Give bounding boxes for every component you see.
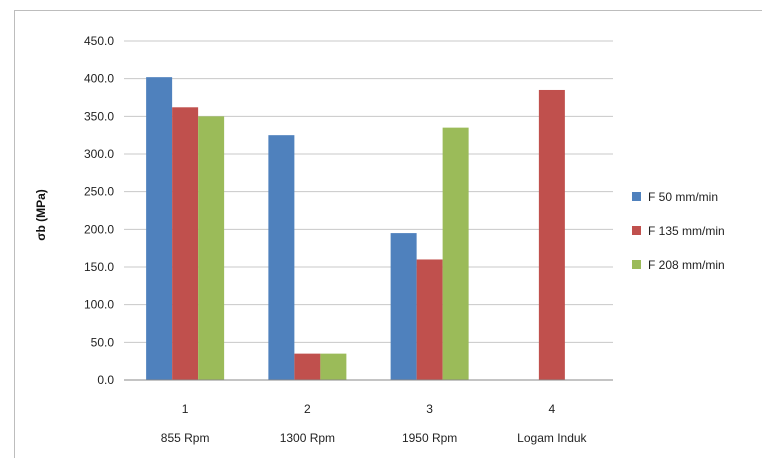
y-tick-label: 50.0 (91, 335, 115, 349)
x-tick-label: 4 (549, 402, 556, 416)
y-tick-label: 250.0 (84, 185, 114, 199)
bar (294, 353, 321, 380)
legend-label: F 135 mm/min (648, 224, 725, 238)
legend-swatch (632, 192, 641, 201)
bars (146, 77, 565, 380)
y-tick-label: 200.0 (84, 222, 114, 236)
bar (268, 135, 295, 380)
chart-frame (14, 10, 762, 458)
legend: F 50 mm/min F 135 mm/min F 208 mm/min (632, 190, 725, 272)
bar (416, 259, 443, 380)
bar (198, 116, 225, 380)
bar (146, 77, 173, 380)
y-tick-label: 450.0 (84, 34, 114, 48)
bar (172, 107, 199, 380)
x-axis-labels: 1 855 Rpm 2 1300 Rpm 3 1950 Rpm 4 Logam Induk (161, 402, 588, 445)
x-tick-sublabel: 855 Rpm (161, 431, 210, 445)
legend-label: F 208 mm/min (648, 258, 725, 272)
y-tick-label: 350.0 (84, 109, 114, 123)
x-tick-label: 3 (426, 402, 433, 416)
legend-swatch (632, 226, 641, 235)
bar (320, 353, 347, 380)
x-tick-label: 1 (182, 402, 189, 416)
legend-label: F 50 mm/min (648, 190, 718, 204)
y-tick-label: 300.0 (84, 147, 114, 161)
y-tick-label: 0.0 (97, 373, 114, 387)
x-tick-sublabel: 1300 Rpm (280, 431, 335, 445)
y-axis-label: σb (MPa) (34, 189, 48, 241)
bar (442, 127, 469, 380)
x-tick-sublabel: 1950 Rpm (402, 431, 457, 445)
y-tick-label: 100.0 (84, 298, 114, 312)
bar (538, 89, 565, 380)
legend-swatch (632, 260, 641, 269)
y-axis-ticks: 0.0 50.0 100.0 150.0 200.0 250.0 300.0 350.0 400… (84, 34, 114, 387)
gridlines (124, 40, 613, 343)
y-tick-label: 400.0 (84, 72, 114, 86)
y-tick-label: 150.0 (84, 260, 114, 274)
x-tick-sublabel: Logam Induk (517, 431, 587, 445)
bar (390, 233, 417, 380)
x-tick-label: 2 (304, 402, 311, 416)
